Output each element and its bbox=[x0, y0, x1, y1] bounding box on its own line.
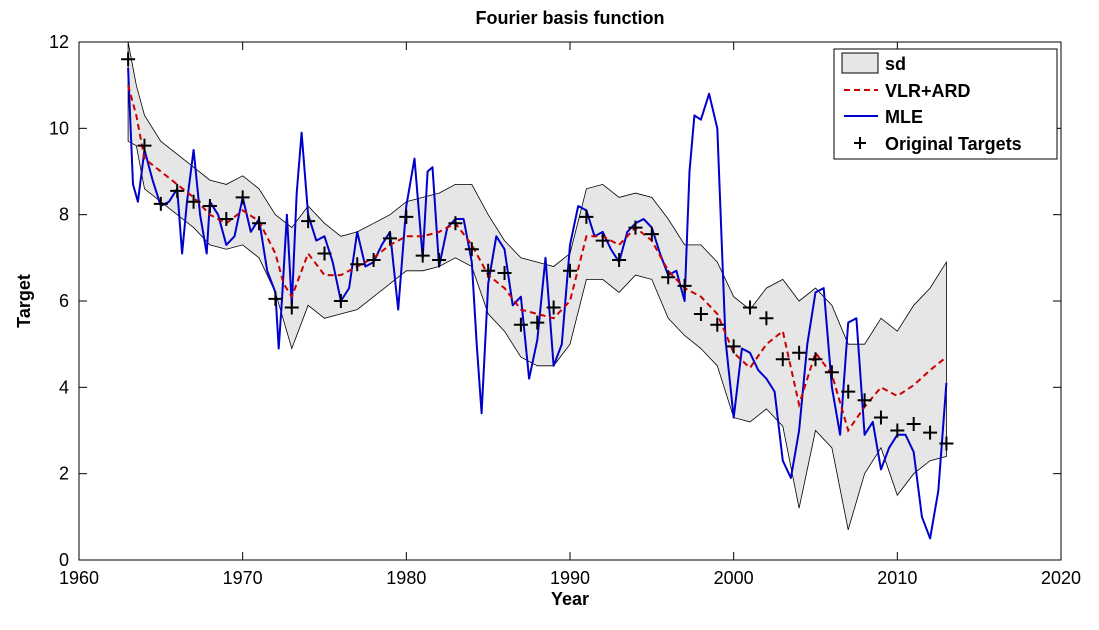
target-point bbox=[350, 257, 365, 272]
target-point bbox=[464, 242, 479, 257]
chart-title: Fourier basis function bbox=[475, 8, 664, 28]
x-tick-label: 2020 bbox=[1041, 568, 1081, 588]
x-axis-title: Year bbox=[551, 589, 589, 609]
target-point bbox=[186, 194, 201, 209]
target-point bbox=[121, 52, 136, 67]
vlr-ard-line bbox=[127, 84, 948, 433]
target-point bbox=[923, 425, 938, 440]
target-point bbox=[448, 216, 463, 231]
target-point bbox=[481, 263, 496, 278]
legend: sd VLR+ARD MLE Original Targets bbox=[833, 48, 1058, 160]
x-tick-label: 1960 bbox=[59, 568, 99, 588]
target-point bbox=[824, 365, 839, 380]
y-tick-label: 10 bbox=[49, 118, 69, 138]
target-point bbox=[153, 196, 168, 211]
target-point bbox=[252, 216, 267, 231]
mle-line bbox=[127, 67, 948, 540]
target-point bbox=[612, 252, 627, 267]
target-point bbox=[906, 417, 921, 432]
target-point bbox=[432, 252, 447, 267]
sd-band-layer bbox=[127, 41, 947, 530]
target-point bbox=[595, 233, 610, 248]
legend-swatch-targets bbox=[854, 137, 866, 149]
x-tick-label: 1990 bbox=[550, 568, 590, 588]
target-point bbox=[219, 211, 234, 226]
target-point bbox=[644, 227, 659, 242]
y-axis-title: Target bbox=[14, 274, 34, 328]
target-point bbox=[890, 423, 905, 438]
target-point bbox=[743, 300, 758, 315]
legend-label-original-targets: Original Targets bbox=[885, 134, 1022, 154]
target-point bbox=[710, 317, 725, 332]
target-point bbox=[235, 190, 250, 205]
target-point bbox=[841, 384, 856, 399]
x-tick-label: 2010 bbox=[877, 568, 917, 588]
target-point bbox=[513, 317, 528, 332]
target-point bbox=[497, 265, 512, 280]
target-point bbox=[399, 209, 414, 224]
target-point bbox=[775, 352, 790, 367]
target-point bbox=[546, 300, 561, 315]
legend-label-mle: MLE bbox=[885, 107, 923, 127]
target-point bbox=[759, 311, 774, 326]
target-point bbox=[202, 199, 217, 214]
target-point bbox=[939, 436, 954, 451]
target-point bbox=[530, 315, 545, 330]
target-point bbox=[137, 138, 152, 153]
target-point bbox=[693, 306, 708, 321]
y-tick-label: 12 bbox=[49, 32, 69, 52]
target-point bbox=[284, 300, 299, 315]
legend-label-sd: sd bbox=[885, 54, 906, 74]
target-point bbox=[333, 294, 348, 308]
target-point bbox=[857, 393, 872, 408]
target-point bbox=[792, 345, 807, 360]
x-tick-label: 1970 bbox=[223, 568, 263, 588]
lines-layer bbox=[127, 67, 948, 540]
axes-layer: 1960 1970 1980 1990 2000 2010 2020 0 2 4 6 8 10 12 bbox=[49, 32, 1081, 588]
target-point bbox=[317, 246, 332, 261]
y-tick-label: 4 bbox=[59, 377, 69, 397]
target-point bbox=[726, 339, 741, 354]
target-point bbox=[628, 220, 643, 235]
target-point bbox=[382, 231, 397, 246]
target-point bbox=[661, 270, 676, 285]
target-point bbox=[415, 248, 430, 263]
x-tick-label: 2000 bbox=[714, 568, 754, 588]
y-tick-label: 6 bbox=[59, 291, 69, 311]
target-point bbox=[563, 263, 577, 278]
y-tick-label: 2 bbox=[59, 464, 69, 484]
sd-band bbox=[127, 41, 947, 530]
target-point bbox=[579, 209, 594, 224]
x-tick-label: 1980 bbox=[386, 568, 426, 588]
target-point bbox=[301, 214, 316, 229]
legend-label-vlr-ard: VLR+ARD bbox=[885, 81, 971, 101]
target-point bbox=[268, 291, 283, 306]
targets-layer bbox=[121, 52, 954, 451]
y-tick-label: 8 bbox=[59, 205, 69, 225]
target-point bbox=[873, 410, 888, 425]
target-point bbox=[808, 352, 823, 367]
legend-plus-marker bbox=[854, 137, 866, 149]
target-point bbox=[677, 278, 692, 293]
legend-swatch-sd bbox=[841, 52, 879, 74]
target-point bbox=[366, 252, 381, 267]
y-tick-label: 0 bbox=[59, 550, 69, 570]
target-point bbox=[170, 183, 185, 198]
